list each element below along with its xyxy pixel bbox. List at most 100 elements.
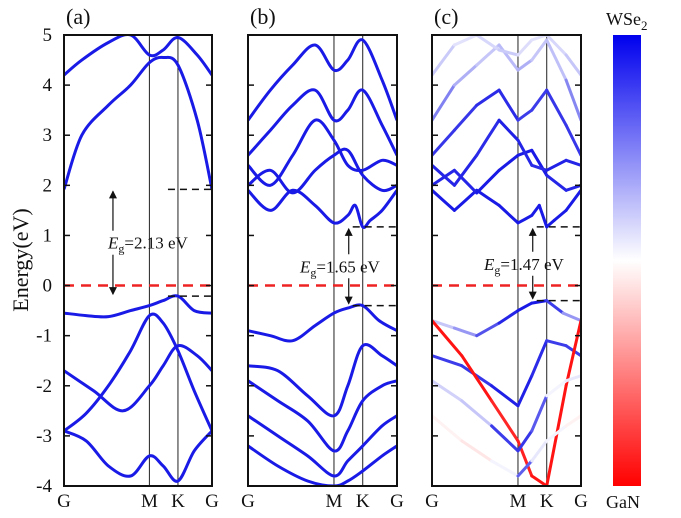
band-6-segment (552, 208, 568, 222)
band-7-segment (530, 148, 549, 177)
band-5-segment (460, 439, 494, 463)
band-10-segment (564, 78, 581, 122)
band-10-segment (545, 38, 568, 82)
band-gap-label: Eg=1.65 eV (299, 257, 381, 279)
band-3-segment (545, 384, 568, 486)
colorbar-top-label: WSe2 (606, 9, 648, 33)
gap-arrow-down-head (344, 296, 353, 305)
band-10-segment (452, 63, 479, 87)
band-5-segment (564, 414, 581, 428)
panel-frame (431, 34, 582, 487)
band-3-segment (432, 319, 464, 358)
x-tick-label-G: G (390, 491, 404, 512)
band-1 (248, 303, 397, 343)
band-9-segment (497, 88, 520, 122)
band-6-segment (537, 203, 549, 229)
band-6 (248, 188, 397, 229)
x-tick-label-M: M (326, 491, 343, 512)
band-8-segment (475, 118, 501, 157)
gap-arrow-up-head (108, 190, 117, 199)
band-10-segment (516, 58, 534, 72)
y-tick-label: 0 (43, 276, 53, 297)
band-11-segment (497, 48, 520, 57)
band-1-segment (475, 321, 501, 338)
panel-label: (a) (66, 4, 90, 29)
band-4 (248, 414, 397, 478)
y-axis-title: Energy(eV) (8, 208, 33, 311)
y-tick-label: -3 (36, 426, 52, 447)
band-9-segment (516, 108, 534, 122)
band-8-segment (564, 158, 581, 167)
x-tick-label-G: G (205, 491, 219, 512)
gap-arrow-up-head (528, 227, 537, 236)
band-8-segment (432, 163, 456, 187)
band-3-segment (516, 439, 534, 478)
x-tick-label-G: G (425, 491, 439, 512)
band-8-segment (497, 118, 520, 142)
x-tick-label-K: K (171, 491, 185, 512)
x-tick-label-K: K (540, 491, 554, 512)
band-4 (64, 343, 212, 413)
band-6-segment (530, 203, 541, 217)
band-2-segment (530, 339, 549, 378)
band-8-segment (545, 158, 568, 172)
x-tick-label-M: M (141, 491, 158, 512)
panel-frame (63, 34, 213, 487)
band-7-segment (475, 168, 501, 195)
band-7-segment (452, 168, 479, 195)
x-tick-label-G: G (57, 491, 71, 512)
band-3 (64, 429, 212, 483)
band-11-segment (432, 43, 456, 77)
x-tick-label-G: G (241, 491, 255, 512)
band-6 (64, 35, 212, 77)
band-9-segment (545, 88, 568, 127)
band-2-segment (490, 384, 520, 408)
y-tick-label: -4 (36, 476, 52, 497)
band-1-segment (516, 301, 534, 313)
band-5-segment (530, 439, 549, 463)
band-2 (248, 343, 397, 418)
band-4-segment (460, 399, 494, 428)
band-2-segment (432, 354, 464, 368)
y-tick-label: 4 (43, 75, 53, 96)
x-tick-label-K: K (356, 491, 370, 512)
panel-2: Eg=1.65 eV(b)G M K G (241, 4, 404, 512)
band-11-segment (545, 35, 568, 57)
colorbar: WSe2 GaN (606, 9, 648, 512)
x-tick-label-M: M (510, 491, 527, 512)
gap-arrow-down-head (108, 287, 117, 296)
band-10-segment (475, 43, 501, 67)
band-6-segment (564, 188, 581, 212)
band-gap-label: Eg=1.47 eV (483, 255, 565, 277)
band-11-segment (516, 38, 534, 57)
band-7-segment (545, 173, 568, 192)
panel-label: (c) (434, 4, 458, 29)
band-10 (248, 38, 397, 122)
gap-arrow-up-head (344, 227, 353, 236)
band-10-segment (497, 43, 520, 72)
colorbar-gradient (613, 35, 641, 486)
band-9-segment (432, 128, 456, 157)
band-9-segment (475, 88, 501, 107)
panel-frame (247, 34, 398, 487)
band-9 (248, 88, 397, 157)
band-7-segment (432, 168, 456, 187)
y-axis: Energy(eV) -4 -3 -2 -1 0 1 2 3 4 5 (8, 25, 53, 497)
band-11-segment (452, 35, 479, 47)
panels-layer: Eg=2.13 eV(a)G M K GEg=1.65 eV(b)G M K GEg=1.4… (57, 4, 588, 512)
band-1-segment (545, 299, 565, 315)
band-7 (248, 147, 397, 195)
band-3 (248, 379, 397, 453)
band-8-segment (516, 138, 534, 167)
band-gap-label: Eg=2.13 eV (107, 234, 189, 256)
x-tick-label-G: G (574, 491, 588, 512)
band-5 (248, 444, 397, 486)
band-10-segment (432, 83, 456, 122)
band-2 (64, 312, 212, 433)
band-11-segment (564, 53, 581, 77)
band-3-segment (530, 474, 549, 486)
band-3-segment (490, 399, 520, 443)
band-9-segment (564, 123, 581, 157)
band-2-segment (516, 374, 534, 408)
